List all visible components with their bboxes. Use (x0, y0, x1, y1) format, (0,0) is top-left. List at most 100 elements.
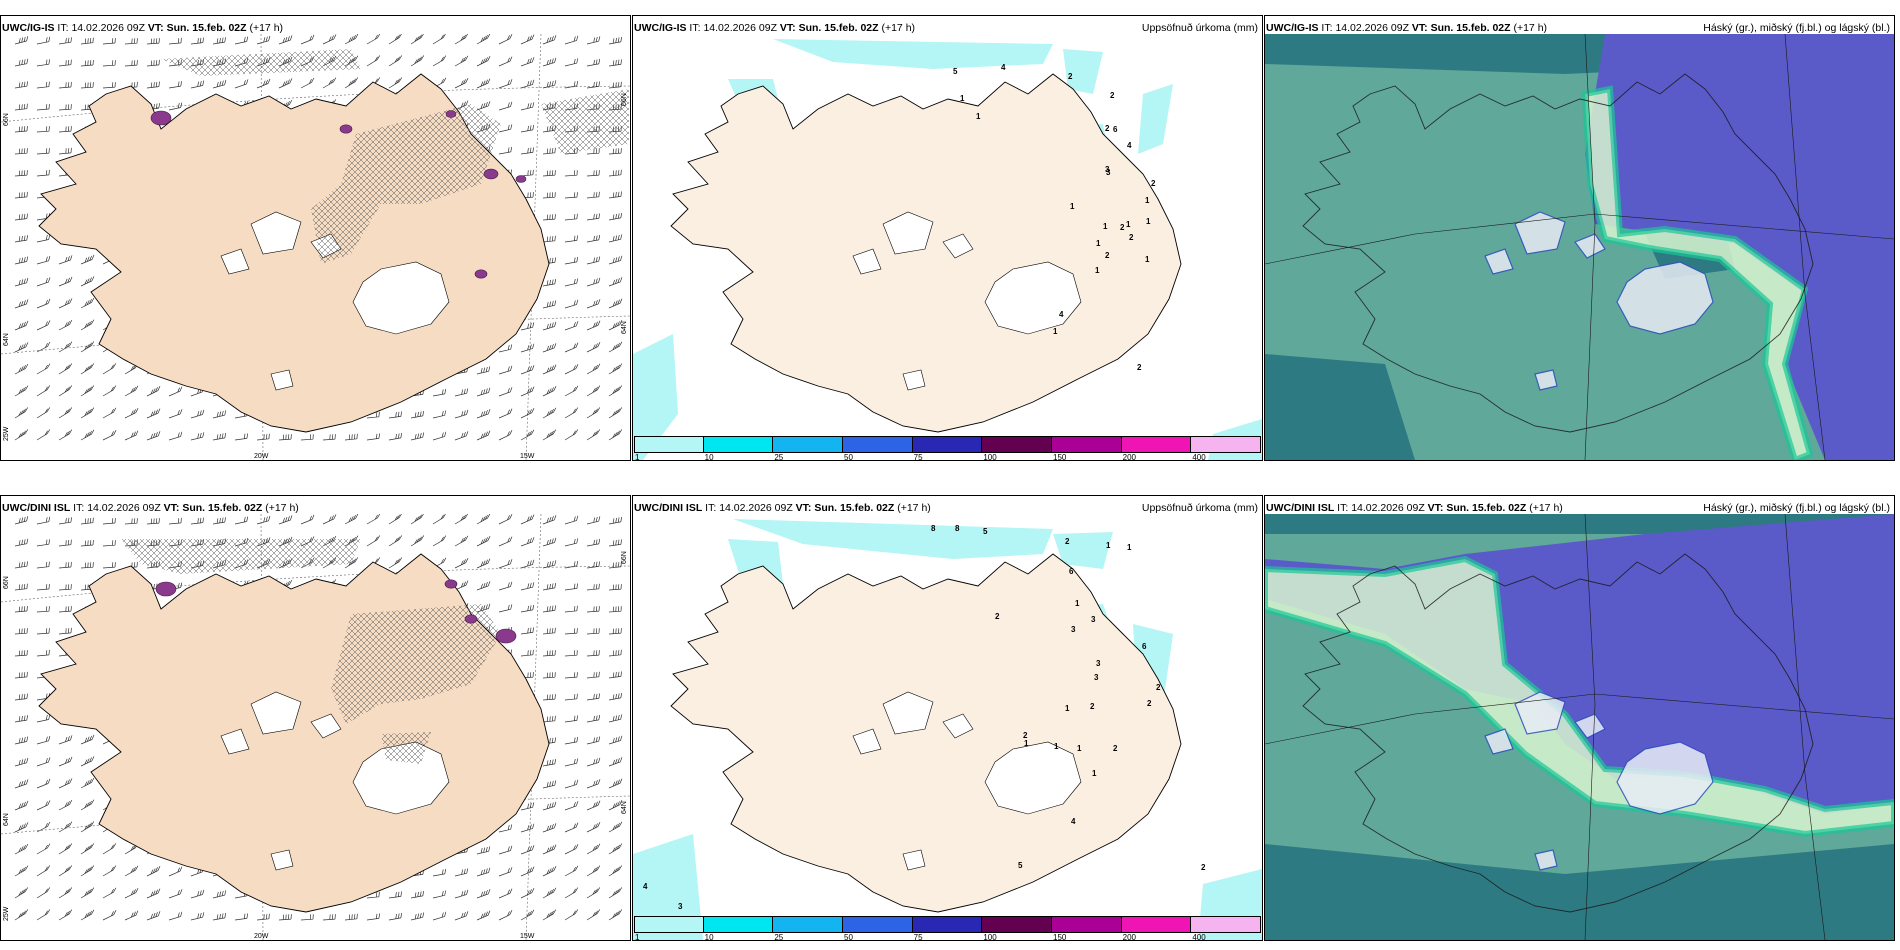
colorbar-segment (912, 916, 983, 933)
colorbar-tick-label: 400 (1192, 933, 1206, 941)
precip-value-label: 3 (678, 902, 683, 911)
cloud-map-panel-row1: UWC/IG-IS IT: 14.02.2026 09Z VT: Sun. 15… (1264, 15, 1895, 461)
lead-time: (+17 h) (1513, 22, 1548, 34)
precip-value-label: 1 (1075, 599, 1080, 608)
precip-value-label: 2 (1113, 744, 1118, 753)
valid-time: Sun. 15.feb. 02Z (1446, 502, 1527, 514)
init-time: 14.02.2026 09Z (71, 22, 145, 34)
colorbar-segment (843, 436, 913, 453)
precip-value-label: 2 (1129, 233, 1134, 242)
init-time: 14.02.2026 09Z (703, 22, 777, 34)
precip-value-label: 1 (1024, 739, 1029, 748)
precip-value-label: 1 (1092, 769, 1097, 778)
precip-value-label: 1 (1145, 255, 1150, 264)
precip-value-label: 1 (1126, 220, 1131, 229)
colorbar-tick-label: 200 (1122, 453, 1137, 461)
model-name: UWC/IG-IS (1266, 22, 1319, 34)
precip-value-label: 3 (1105, 165, 1110, 174)
valid-time: Sun. 15.feb. 02Z (166, 22, 247, 34)
precip-value-label: 2 (1110, 91, 1115, 100)
colorbar-tick-label: 100 (983, 933, 997, 941)
precip-title: Uppsöfnuð úrkoma (mm) (1141, 22, 1258, 34)
precip-value-label: 2 (1137, 363, 1142, 372)
precip-value-label: 1 (1054, 742, 1059, 751)
precip-value-label: 4 (1127, 141, 1132, 150)
panel-header: UWC/IG-IS IT: 14.02.2026 09Z VT: Sun. 15… (634, 22, 1258, 34)
precip-value-label: 1 (1053, 327, 1058, 336)
wind-map-panel-row2: UWC/DINI ISL IT: 14.02.2026 09Z VT: Sun.… (0, 495, 631, 941)
colorbar-segment (1121, 436, 1192, 453)
precip-value-label: 3 (1071, 625, 1076, 634)
colorbar-segment (773, 916, 843, 933)
lat-label: 64N (3, 333, 10, 346)
colorbar-tick-label: 1 (635, 933, 640, 941)
colorbar-tick-label: 75 (913, 933, 923, 941)
init-time: 14.02.2026 09Z (719, 502, 793, 514)
panel-header: UWC/DINI ISL IT: 14.02.2026 09Z VT: Sun.… (2, 502, 299, 514)
lon-label: 20W (254, 933, 269, 940)
lead-time: (+17 h) (881, 22, 916, 34)
lat-label: 66N (621, 93, 628, 106)
precip-value-label: 3 (1091, 615, 1096, 624)
precip-value-label: 1 (1096, 239, 1101, 248)
cloud-title: Háský (gr.), miðský (fj.bl.) og lágský (… (1703, 502, 1890, 514)
precip-value-label: 1 (1065, 704, 1070, 713)
panel-header: UWC/DINI ISL IT: 14.02.2026 09Z VT: Sun.… (634, 502, 1258, 514)
valid-time: Sun. 15.feb. 02Z (798, 22, 879, 34)
init-time: 14.02.2026 09Z (1351, 502, 1425, 514)
valid-time: Sun. 15.feb. 02Z (1430, 22, 1511, 34)
cloud-map-panel-row2: UWC/DINI ISL IT: 14.02.2026 09Z VT: Sun.… (1264, 495, 1895, 941)
precip-value-label: 1 (1145, 196, 1150, 205)
lon-label: 15W (520, 933, 535, 940)
precip-value-label: 1 (976, 112, 981, 121)
model-name: UWC/DINI ISL (634, 502, 703, 514)
lead-time: (+17 h) (1529, 502, 1563, 514)
wind-map-panel-row1: UWC/IG-IS IT: 14.02.2026 09Z VT: Sun. 15… (0, 15, 631, 461)
colorbar-segment (773, 436, 843, 453)
lat-label: 66N (621, 551, 628, 564)
colorbar-tick-label: 25 (774, 933, 784, 941)
precip-value-label: 1 (1103, 222, 1108, 231)
valid-time: Sun. 15.feb. 02Z (814, 502, 895, 514)
colorbar-segment (1052, 916, 1122, 933)
precip-value-label: 1 (1127, 543, 1132, 552)
precip-value-label: 6 (1113, 125, 1118, 134)
precip-value-label: 4 (1059, 310, 1064, 319)
colorbar-segment (843, 916, 913, 933)
wind-map (1, 34, 630, 460)
precip-value-label: 6 (1142, 642, 1147, 651)
precip-value-label: 2 (1068, 72, 1073, 81)
cloud-map (1265, 34, 1894, 460)
precip-value-label: 1 (1095, 266, 1100, 275)
precip-value-label: 5 (983, 527, 988, 536)
panel-header: UWC/IG-IS IT: 14.02.2026 09Z VT: Sun. 15… (2, 22, 284, 34)
model-name: UWC/DINI ISL (1266, 502, 1335, 514)
colorbar-segment (703, 436, 774, 453)
precip-value-label: 2 (1156, 683, 1161, 692)
precip-value-label: 2 (1065, 537, 1070, 546)
precip-value-label: 2 (1151, 179, 1156, 188)
cloud-map (1265, 514, 1894, 940)
model-name: UWC/DINI ISL (2, 502, 71, 514)
precip-value-label: 1 (960, 94, 965, 103)
precip-value-label: 4 (1071, 817, 1076, 826)
precip-value-label: 2 (1147, 699, 1152, 708)
precip-value-label: 4 (1001, 63, 1006, 72)
colorbar-tick-label: 50 (844, 453, 853, 461)
init-time: 14.02.2026 09Z (87, 502, 161, 514)
precip-title: Uppsöfnuð úrkoma (mm) (1141, 502, 1258, 514)
precip-value-label: 2 (1201, 863, 1206, 872)
colorbar-tick-label: 50 (844, 933, 853, 941)
precip-value-label: 1 (1146, 217, 1151, 226)
colorbar-tick-label: 1 (635, 453, 640, 461)
precip-value-label: 1 (1070, 202, 1075, 211)
colorbar-tick-label: 10 (704, 933, 714, 941)
lead-time: (+17 h) (249, 22, 284, 34)
precip-value-label: 2 (1105, 124, 1110, 133)
valid-time: Sun. 15.feb. 02Z (182, 502, 263, 514)
lat-label: 64N (621, 321, 628, 334)
lon-label: 20W (254, 453, 269, 460)
lead-time: (+17 h) (897, 502, 931, 514)
precip-map-panel-row2: UWC/DINI ISL IT: 14.02.2026 09Z VT: Sun.… (632, 495, 1263, 941)
precip-map-panel-row1: UWC/IG-IS IT: 14.02.2026 09Z VT: Sun. 15… (632, 15, 1263, 461)
